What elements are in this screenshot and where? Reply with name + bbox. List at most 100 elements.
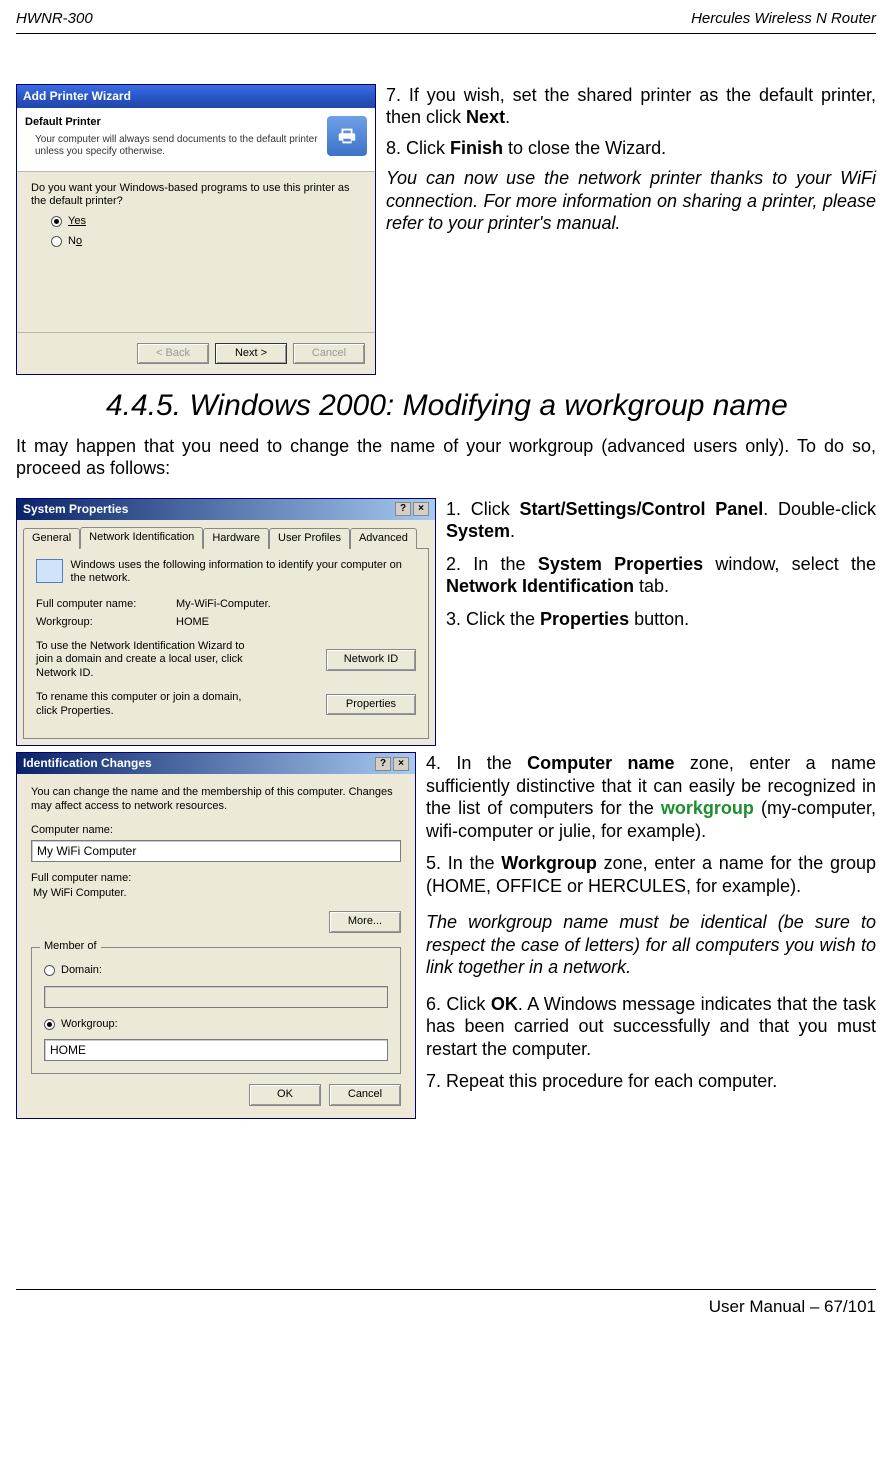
help-icon[interactable]: ? xyxy=(395,502,411,516)
wizard-buttons: < Back Next > Cancel xyxy=(17,332,375,375)
add-printer-wizard-dialog: Add Printer Wizard Default Printer Your … xyxy=(16,84,376,376)
ident-body: You can change the name and the membersh… xyxy=(17,774,415,1118)
left-col-ident: Identification Changes ? × You can chang… xyxy=(16,752,416,1119)
kv-fullname: Full computer name: My-WiFi-Computer. xyxy=(36,598,416,612)
right-col-ident: 4. In the Computer name zone, enter a na… xyxy=(426,752,876,1119)
printer-icon xyxy=(327,116,367,156)
computer-name-label: Computer name: xyxy=(31,824,401,838)
ident-title-buttons: ? × xyxy=(375,757,409,771)
radio-yes-dot xyxy=(51,216,62,227)
network-id-button[interactable]: Network ID xyxy=(326,649,416,671)
properties-help-text: To rename this computer or join a domain… xyxy=(36,691,256,719)
sysprops-info-text: Windows uses the following information t… xyxy=(71,559,416,587)
full-name-label: Full computer name: xyxy=(31,872,401,886)
step-8: 8. Click Finish to close the Wizard. xyxy=(386,137,876,160)
ident-buttons: OK Cancel xyxy=(31,1084,401,1106)
workgroup-input[interactable] xyxy=(44,1039,388,1061)
system-properties-dialog: System Properties ? × General Network Id… xyxy=(16,498,436,747)
header-product: Hercules Wireless N Router xyxy=(691,10,876,29)
header-rule xyxy=(16,33,876,34)
help-row-properties: To rename this computer or join a domain… xyxy=(36,691,416,719)
kv-workgroup: Workgroup: HOME xyxy=(36,616,416,630)
page-header: HWNR-300 Hercules Wireless N Router xyxy=(16,0,876,33)
ok-button[interactable]: OK xyxy=(249,1084,321,1106)
help-icon[interactable]: ? xyxy=(375,757,391,771)
left-col-sysprops: System Properties ? × General Network Id… xyxy=(16,498,436,747)
back-button[interactable]: < Back xyxy=(137,343,209,365)
left-col-wizard: Add Printer Wizard Default Printer Your … xyxy=(16,84,376,376)
row-system-properties: System Properties ? × General Network Id… xyxy=(16,498,876,747)
wizard-sub-desc: Your computer will always send documents… xyxy=(25,134,319,159)
sysprops-panel: Windows uses the following information t… xyxy=(23,548,429,740)
step-6: 6. Click OK. A Windows message indicates… xyxy=(426,993,876,1061)
wizard-question: Do you want your Windows-based programs … xyxy=(31,182,361,210)
page-footer: User Manual – 67/101 xyxy=(16,1296,876,1317)
step-5: 5. In the Workgroup zone, enter a name f… xyxy=(426,852,876,897)
cancel-button[interactable]: Cancel xyxy=(293,343,365,365)
close-icon[interactable]: × xyxy=(413,502,429,516)
more-button[interactable]: More... xyxy=(329,911,401,933)
tab-advanced[interactable]: Advanced xyxy=(350,528,417,549)
computer-icon xyxy=(36,559,63,583)
tab-general[interactable]: General xyxy=(23,528,80,549)
identification-changes-dialog: Identification Changes ? × You can chang… xyxy=(16,752,416,1119)
cancel-button[interactable]: Cancel xyxy=(329,1084,401,1106)
step-1: 1. Click Start/Settings/Control Panel. D… xyxy=(446,498,876,543)
section-number: 4.4.5. xyxy=(106,389,181,422)
fullname-label: Full computer name: xyxy=(36,598,176,612)
domain-input[interactable] xyxy=(44,986,388,1008)
more-row: More... xyxy=(31,911,401,933)
lead-paragraph: It may happen that you need to change th… xyxy=(16,435,876,480)
workgroup-note: The workgroup name must be identical (be… xyxy=(426,911,876,979)
member-of-group: Member of Domain: Workgroup: xyxy=(31,947,401,1075)
properties-button[interactable]: Properties xyxy=(326,694,416,716)
full-name-value: My WiFi Computer. xyxy=(31,885,401,901)
workgroup-term: workgroup xyxy=(661,798,754,818)
netid-help-text: To use the Network Identification Wizard… xyxy=(36,640,256,681)
step-2: 2. In the System Properties window, sele… xyxy=(446,553,876,598)
computer-name-input[interactable] xyxy=(31,840,401,862)
radio-domain[interactable]: Domain: xyxy=(44,964,388,978)
radio-workgroup-dot xyxy=(44,1019,55,1030)
radio-workgroup-label: Workgroup: xyxy=(61,1018,118,1032)
wizard-sub-header: Default Printer Your computer will alway… xyxy=(17,108,375,172)
right-col-sysprops: 1. Click Start/Settings/Control Panel. D… xyxy=(446,498,876,747)
footer-rule xyxy=(16,1289,876,1290)
radio-yes[interactable]: Yes xyxy=(51,215,361,229)
wizard-sub-title: Default Printer xyxy=(25,116,319,130)
header-model: HWNR-300 xyxy=(16,10,93,29)
tab-hardware[interactable]: Hardware xyxy=(203,528,269,549)
printer-note: You can now use the network printer than… xyxy=(386,167,876,235)
radio-domain-label: Domain: xyxy=(61,964,102,978)
tab-network-identification[interactable]: Network Identification xyxy=(80,527,203,549)
sysprops-title-buttons: ? × xyxy=(395,502,429,516)
workgroup-label: Workgroup: xyxy=(36,616,176,630)
ident-title: Identification Changes xyxy=(23,756,152,771)
wizard-sub-text: Default Printer Your computer will alway… xyxy=(25,116,319,159)
sysprops-info: Windows uses the following information t… xyxy=(36,559,416,587)
section-title: Windows 2000: Modifying a workgroup name xyxy=(189,389,787,422)
radio-no[interactable]: No xyxy=(51,235,361,249)
radio-workgroup[interactable]: Workgroup: xyxy=(44,1018,388,1032)
radio-no-label: No xyxy=(68,235,82,249)
row-identification-changes: Identification Changes ? × You can chang… xyxy=(16,752,876,1119)
close-icon[interactable]: × xyxy=(393,757,409,771)
sysprops-title: System Properties xyxy=(23,502,128,517)
tab-user-profiles[interactable]: User Profiles xyxy=(269,528,350,549)
sysprops-tabs: General Network Identification Hardware … xyxy=(17,520,435,548)
step-7: 7. If you wish, set the shared printer a… xyxy=(386,84,876,129)
ident-desc: You can change the name and the membersh… xyxy=(31,786,401,814)
section-heading: 4.4.5. Windows 2000: Modifying a workgro… xyxy=(106,387,876,425)
next-button[interactable]: Next > xyxy=(215,343,287,365)
radio-domain-dot xyxy=(44,965,55,976)
row-printer-wizard: Add Printer Wizard Default Printer Your … xyxy=(16,84,876,376)
member-of-legend: Member of xyxy=(40,940,101,954)
fullname-value: My-WiFi-Computer. xyxy=(176,598,271,612)
ident-title-bar: Identification Changes ? × xyxy=(17,753,415,774)
wizard-title-bar: Add Printer Wizard xyxy=(17,85,375,108)
step-3: 3. Click the Properties button. xyxy=(446,608,876,631)
step-4: 4. In the Computer name zone, enter a na… xyxy=(426,752,876,842)
radio-yes-label: Yes xyxy=(68,215,86,227)
radio-no-dot xyxy=(51,236,62,247)
step-7b: 7. Repeat this procedure for each comput… xyxy=(426,1070,876,1093)
